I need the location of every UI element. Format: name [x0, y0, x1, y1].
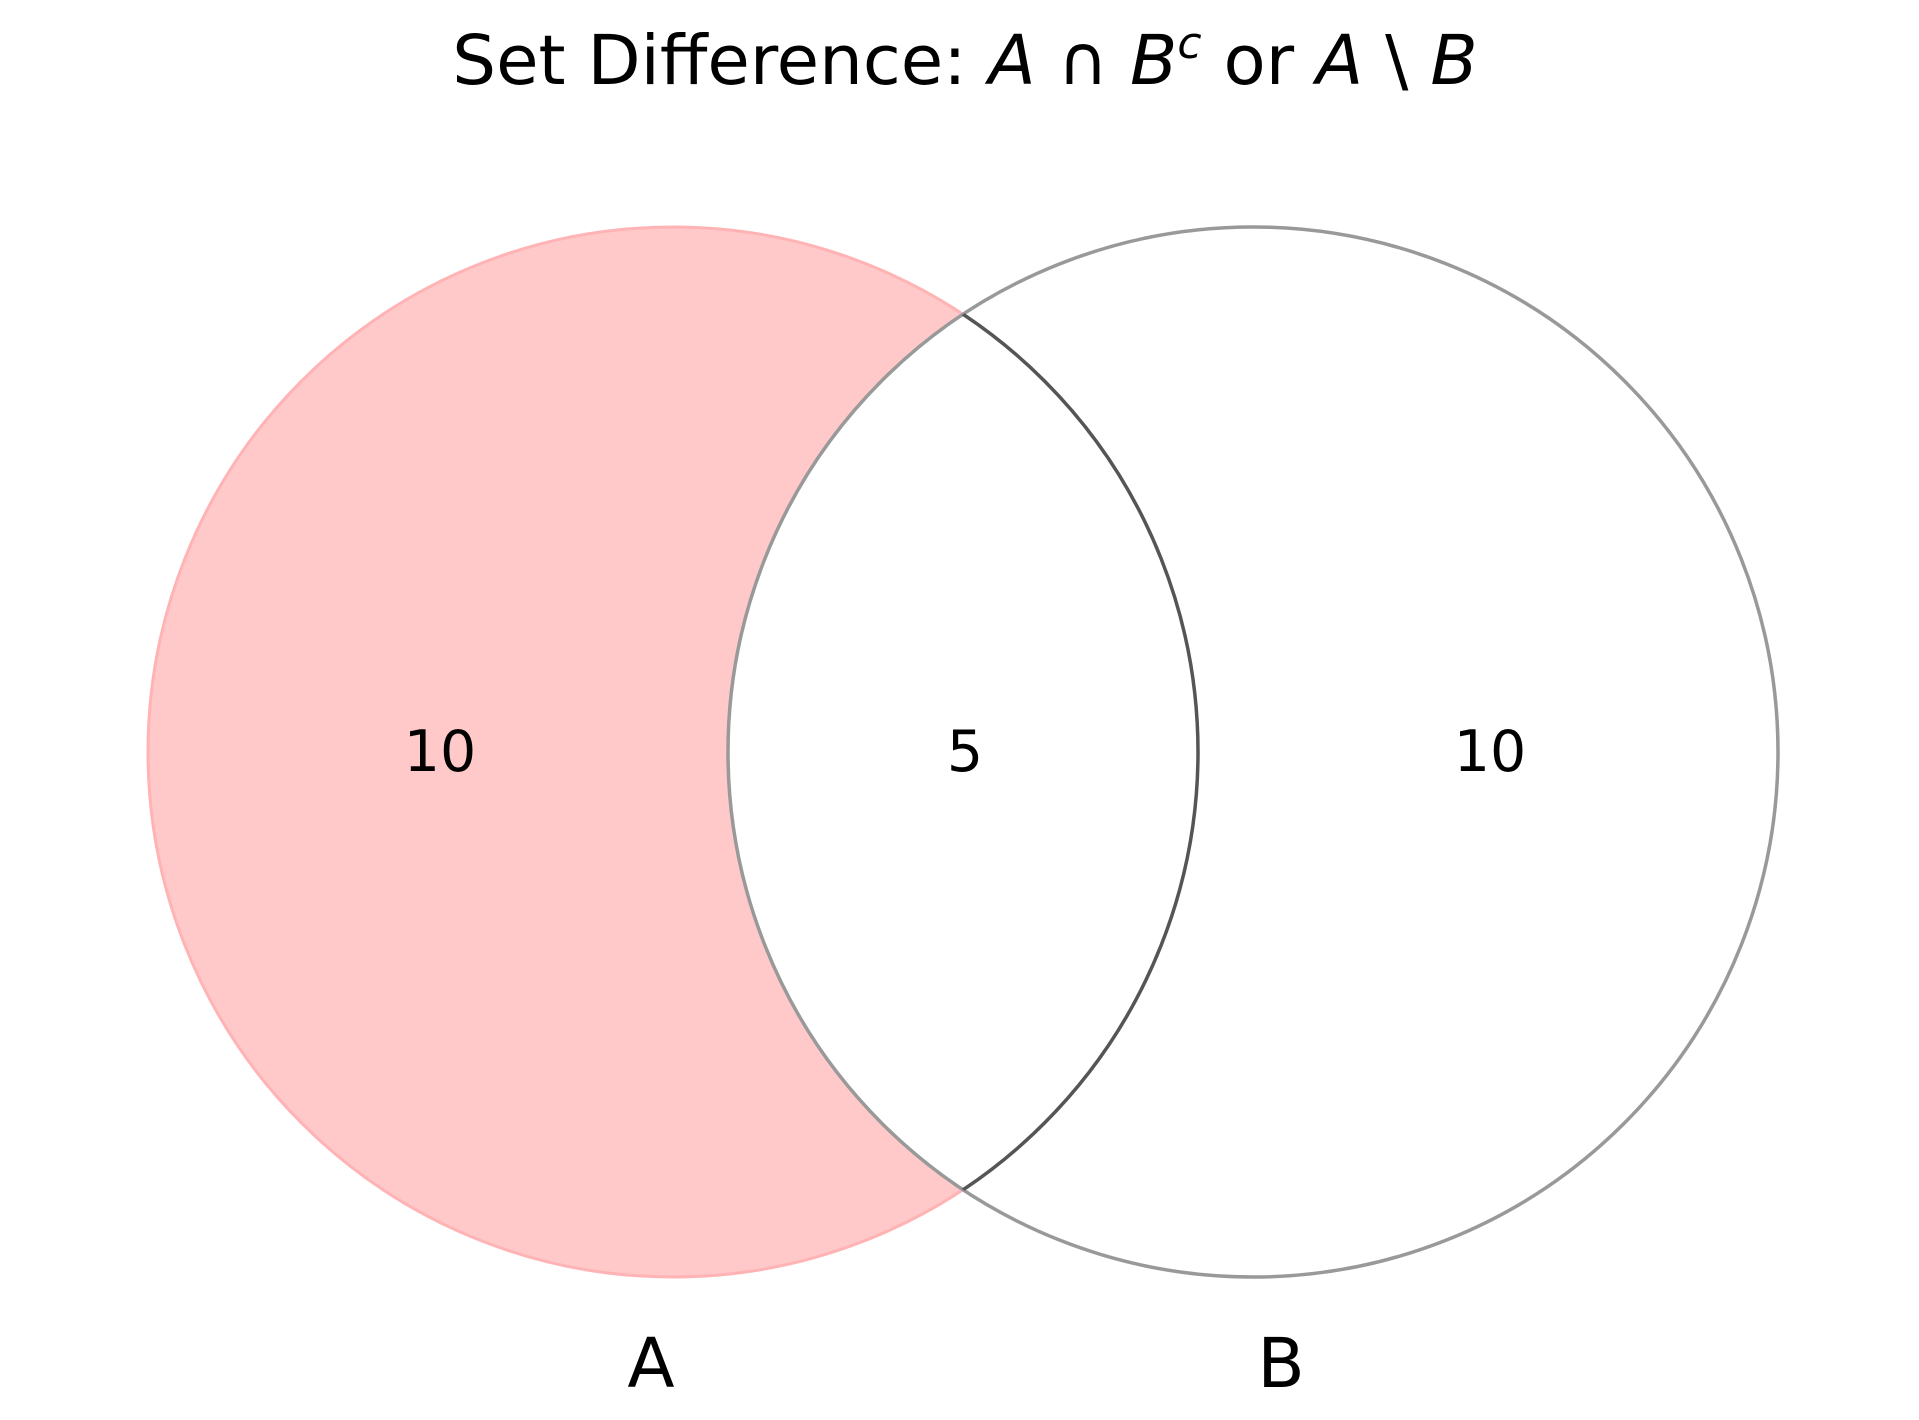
- set-b-label: B: [1257, 1324, 1304, 1404]
- intersection-region: [728, 227, 1198, 1277]
- intersection-outline: [728, 227, 1200, 1277]
- region-b-only-count: 10: [1454, 719, 1527, 785]
- region-a-only-count: 10: [404, 719, 477, 785]
- set-a-label: A: [627, 1324, 674, 1404]
- region-intersection-count: 5: [947, 719, 983, 785]
- diagram-title: Set Difference: A ∩ Bc or A \ B: [452, 18, 1477, 101]
- set-b-circle: [726, 225, 1780, 1279]
